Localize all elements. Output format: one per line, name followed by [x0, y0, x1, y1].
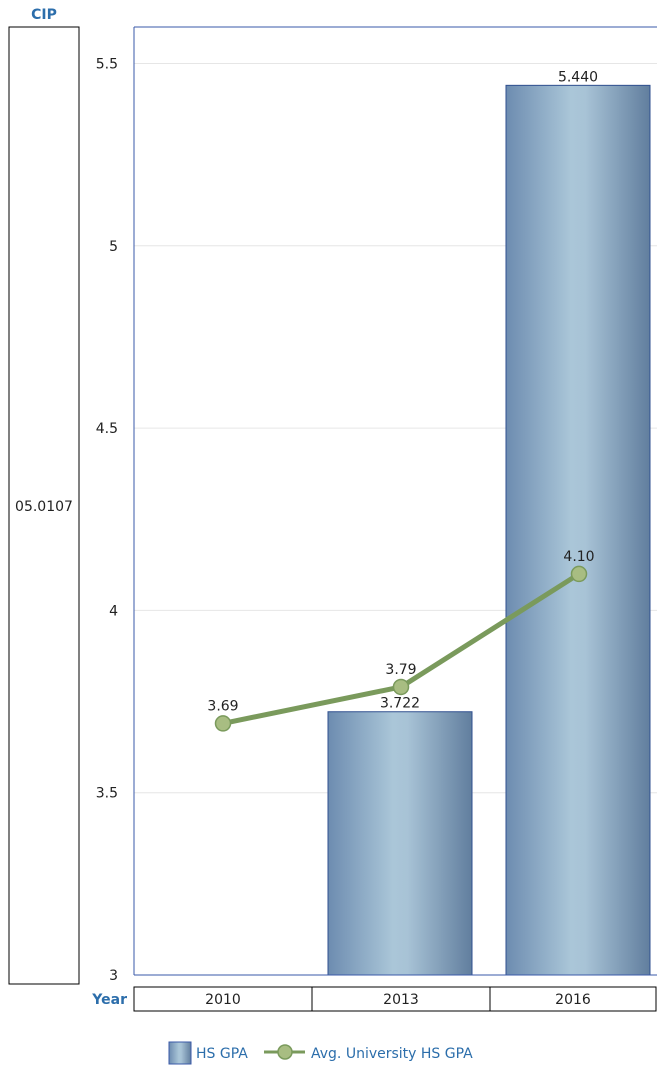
x-category-cell	[311, 986, 491, 1012]
x-tick-label: 2016	[555, 992, 591, 1008]
y-tick-label: 5.5	[96, 56, 118, 72]
line-data-label: 4.10	[563, 549, 594, 565]
row-header-cell	[8, 26, 80, 985]
y-tick-label: 4	[109, 603, 118, 619]
column-header: Year	[91, 992, 127, 1008]
line-series	[214, 565, 588, 732]
y-axis: 3 3.5 4 4.5 5 5.5	[96, 56, 118, 984]
legend-bar-swatch	[168, 1041, 192, 1065]
x-tick-label: 2010	[205, 992, 241, 1008]
row-value: 05.0107	[15, 499, 73, 515]
bar	[327, 711, 473, 976]
line-data-labels: 3.69 3.79 4.10	[207, 549, 594, 714]
legend-line-marker	[277, 1044, 293, 1060]
bar-data-label: 3.722	[380, 696, 420, 712]
line-point	[214, 715, 232, 732]
y-tick-label: 3.5	[96, 786, 118, 802]
legend: HS GPA Avg. University HS GPA	[168, 1041, 473, 1065]
bar-data-labels: 3.722 5.440	[380, 69, 598, 711]
y-tick-label: 3	[109, 968, 118, 984]
line-data-label: 3.79	[385, 662, 416, 678]
x-category-cells: 2010 2013 2016	[133, 986, 657, 1012]
x-tick-label: 2013	[383, 992, 419, 1008]
y-tick-label: 5	[109, 239, 118, 255]
legend-bar-label: HS GPA	[196, 1046, 248, 1062]
x-category-cell	[133, 986, 313, 1012]
bar-data-label: 5.440	[558, 69, 598, 85]
x-category-cell	[489, 986, 657, 1012]
line-data-label: 3.69	[207, 698, 238, 714]
line-point	[392, 678, 410, 696]
y-tick-label: 4.5	[96, 421, 118, 437]
bar-series	[327, 84, 651, 976]
line-point	[570, 565, 588, 583]
row-header: CIP	[31, 7, 57, 23]
legend-line-label: Avg. University HS GPA	[311, 1046, 473, 1062]
bar	[505, 84, 651, 976]
